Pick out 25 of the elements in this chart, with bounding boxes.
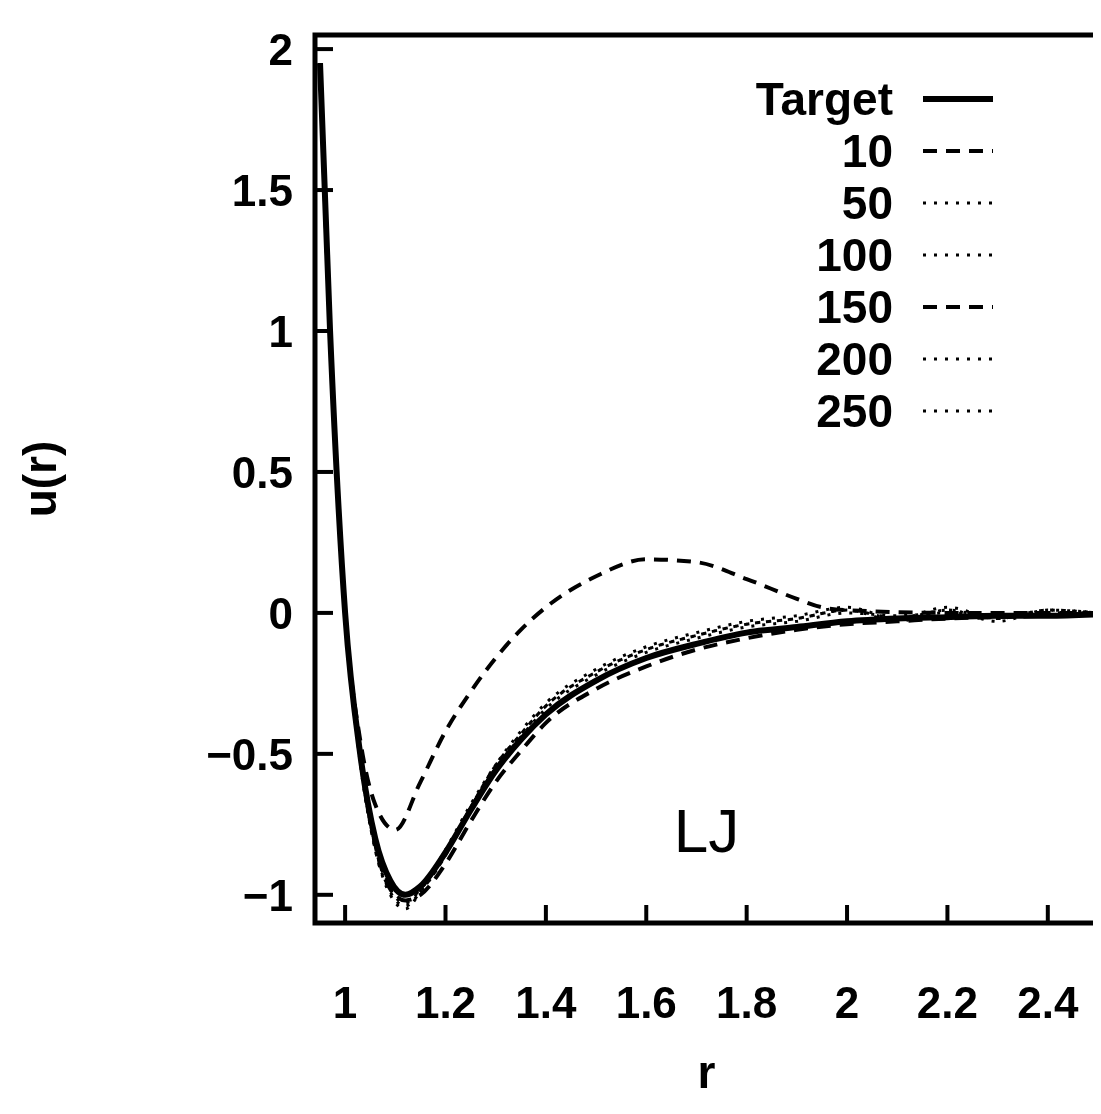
- x-tick-label: 2.4: [1017, 978, 1079, 1027]
- x-tick-label: 2.2: [916, 978, 979, 1027]
- y-tick-label: 2: [268, 25, 293, 75]
- x-tick-label: 2: [834, 978, 860, 1027]
- x-tick-label: 1.6: [615, 978, 677, 1027]
- legend-label: 50: [841, 177, 893, 229]
- x-tick-label: 1: [332, 978, 358, 1027]
- legend-label: 100: [816, 229, 893, 281]
- y-tick-label: 0: [268, 588, 293, 638]
- y-tick-label: 0.5: [231, 447, 293, 497]
- y-tick-label: 1: [268, 307, 293, 356]
- legend-label: 200: [816, 333, 893, 385]
- legend-label: 150: [816, 281, 893, 333]
- x-tick-label: 1.8: [716, 978, 778, 1027]
- x-tick-label: 1.4: [515, 978, 577, 1027]
- y-tick-label: 1.5: [231, 166, 293, 216]
- x-tick-label: 1.2: [414, 978, 477, 1027]
- annotation: LJ: [673, 795, 740, 865]
- y-tick-label: −0.5: [206, 729, 293, 779]
- x-axis-title: r: [697, 1046, 716, 1098]
- legend-label: 10: [841, 125, 893, 177]
- y-tick-label: −1: [242, 870, 293, 920]
- legend-label: 250: [816, 385, 893, 437]
- y-axis-title: u(r): [14, 440, 66, 518]
- legend-label: Target: [755, 73, 893, 125]
